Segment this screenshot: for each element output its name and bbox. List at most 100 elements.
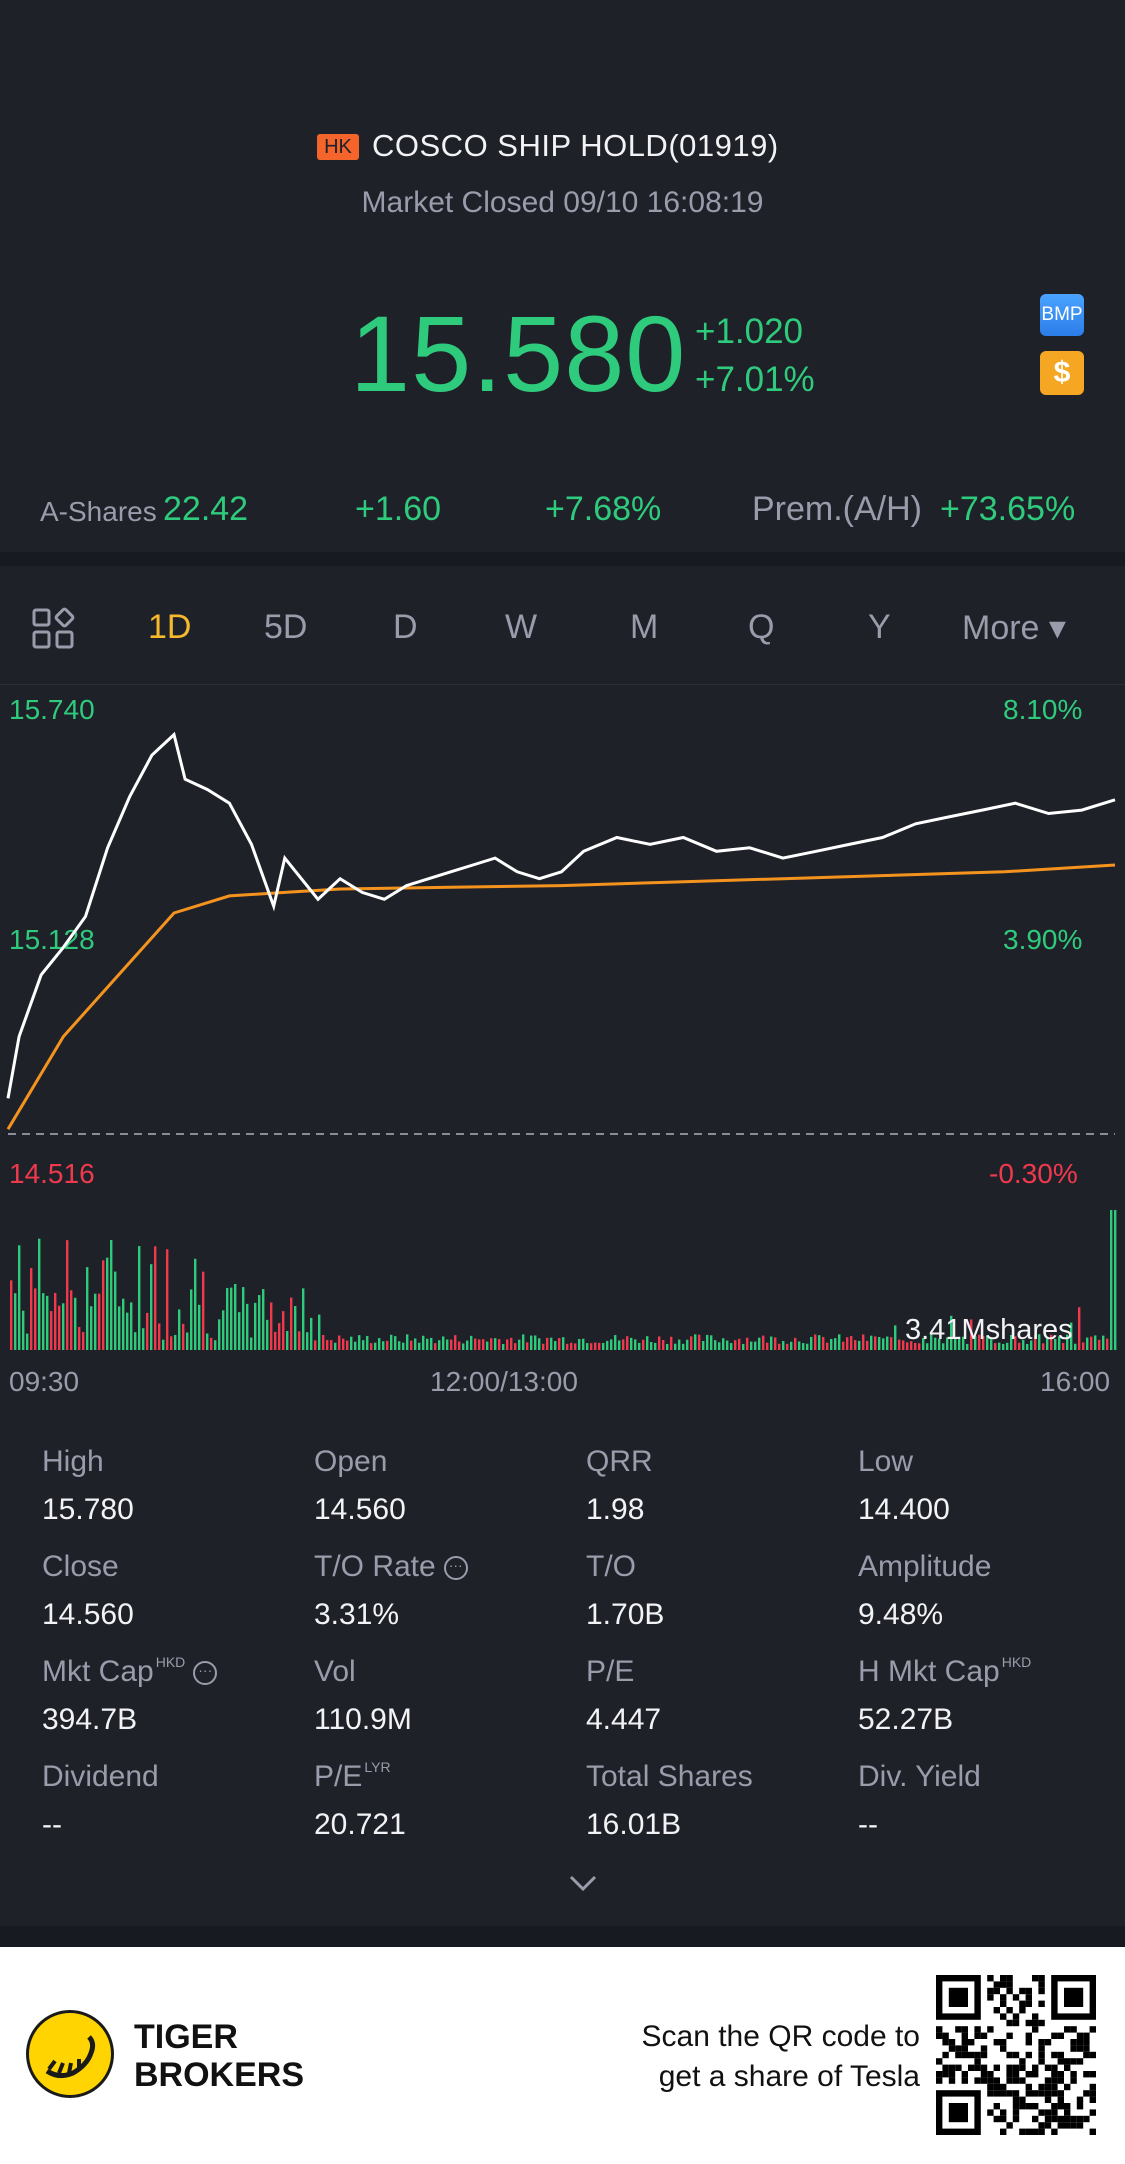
volume-bar bbox=[954, 1338, 957, 1350]
volume-bar bbox=[230, 1287, 233, 1350]
stat-value: 9.48% bbox=[858, 1598, 944, 1631]
volume-bar bbox=[58, 1305, 61, 1350]
tab-m[interactable]: M bbox=[630, 608, 659, 646]
volume-bar bbox=[678, 1339, 681, 1350]
volume-bar bbox=[34, 1288, 37, 1350]
volume-bar bbox=[666, 1343, 669, 1350]
volume-bar bbox=[42, 1293, 45, 1350]
qr-caption: Scan the QR code to get a share of Tesla bbox=[641, 2020, 921, 2093]
volume-bar bbox=[446, 1339, 449, 1350]
volume-bar bbox=[530, 1335, 533, 1350]
volume-bar bbox=[978, 1334, 981, 1350]
volume-bar bbox=[114, 1271, 117, 1350]
volume-bar bbox=[146, 1312, 149, 1350]
volume-bar bbox=[1070, 1322, 1073, 1350]
tab-y[interactable]: Y bbox=[868, 608, 891, 646]
volume-bar bbox=[182, 1323, 185, 1350]
volume-bar bbox=[1018, 1342, 1021, 1350]
volume-bar bbox=[866, 1340, 869, 1350]
volume-bar bbox=[1094, 1335, 1097, 1350]
tab-d[interactable]: D bbox=[393, 608, 418, 646]
volume-bar bbox=[1114, 1210, 1117, 1350]
stat-label-text: T/O bbox=[586, 1550, 636, 1583]
volume-bar bbox=[150, 1264, 153, 1350]
info-icon[interactable]: ··· bbox=[443, 1556, 468, 1581]
qr-code[interactable] bbox=[936, 1975, 1096, 2135]
volume-bar bbox=[706, 1334, 709, 1350]
volume-bar bbox=[526, 1342, 529, 1350]
volume-bar bbox=[306, 1332, 309, 1350]
currency-superscript: HKD bbox=[155, 1654, 186, 1670]
ashares-change-percent: +7.68% bbox=[545, 490, 662, 528]
bmp-icon[interactable]: BMP bbox=[1040, 294, 1084, 336]
volume-bar bbox=[110, 1240, 113, 1350]
volume-bar bbox=[194, 1258, 197, 1350]
volume-bar bbox=[162, 1339, 165, 1350]
volume-bar bbox=[786, 1343, 789, 1350]
volume-bar bbox=[94, 1293, 97, 1350]
stat-label-text: High bbox=[42, 1445, 104, 1478]
volume-bar bbox=[1078, 1307, 1081, 1350]
volume-bar bbox=[206, 1333, 209, 1350]
volume-bar bbox=[606, 1340, 609, 1350]
stat-label-text: P/E bbox=[314, 1760, 363, 1793]
volume-bar bbox=[354, 1341, 357, 1350]
volume-bar bbox=[726, 1340, 729, 1350]
volume-bar bbox=[938, 1338, 941, 1350]
volume-bar bbox=[418, 1342, 421, 1350]
volume-bar bbox=[582, 1338, 585, 1350]
tab-1d[interactable]: 1D bbox=[148, 608, 192, 646]
volume-bar bbox=[266, 1319, 269, 1350]
volume-bar bbox=[358, 1335, 361, 1350]
volume-bar bbox=[822, 1336, 825, 1350]
volume-bar bbox=[486, 1341, 489, 1350]
tab-q[interactable]: Q bbox=[748, 608, 775, 646]
volume-bar bbox=[406, 1334, 409, 1350]
volume-bar bbox=[770, 1336, 773, 1350]
volume-bar bbox=[386, 1340, 389, 1350]
pct-axis-top-label: 8.10% bbox=[1003, 694, 1083, 725]
volume-bar bbox=[350, 1336, 353, 1350]
stat-label: H Mkt Cap HKD bbox=[858, 1654, 1031, 1689]
volume-bar bbox=[590, 1343, 593, 1350]
volume-bar bbox=[66, 1240, 69, 1350]
volume-bar bbox=[442, 1336, 445, 1350]
volume-bar bbox=[74, 1297, 77, 1350]
volume-bar bbox=[798, 1341, 801, 1350]
volume-bar bbox=[494, 1338, 497, 1350]
volume-bar bbox=[282, 1311, 285, 1350]
volume-bar bbox=[174, 1334, 177, 1350]
layout-grid-icon[interactable] bbox=[32, 607, 76, 651]
volume-bar bbox=[10, 1280, 13, 1350]
volume-bar bbox=[918, 1343, 921, 1350]
tab-w[interactable]: W bbox=[505, 608, 538, 646]
x-axis-mid-label: 12:00/13:00 bbox=[430, 1366, 578, 1397]
y-axis-top-label: 15.740 bbox=[9, 694, 95, 725]
intraday-chart[interactable] bbox=[0, 684, 1125, 1364]
volume-bar bbox=[46, 1295, 49, 1350]
volume-bar bbox=[214, 1340, 217, 1350]
dollar-icon[interactable]: $ bbox=[1040, 351, 1084, 395]
chevron-down-icon[interactable] bbox=[568, 1873, 598, 1893]
volume-bar bbox=[410, 1340, 413, 1350]
volume-bar bbox=[1054, 1338, 1057, 1350]
info-icon[interactable]: ··· bbox=[193, 1661, 218, 1686]
volume-bar bbox=[1014, 1336, 1017, 1350]
volume-bar bbox=[874, 1336, 877, 1350]
ashares-price: 22.42 bbox=[163, 490, 249, 528]
volume-bar bbox=[390, 1334, 393, 1350]
footer-divider bbox=[0, 1926, 1125, 1947]
volume-bar bbox=[1110, 1210, 1113, 1350]
volume-bar bbox=[974, 1336, 977, 1350]
stat-label: Dividend bbox=[42, 1760, 159, 1794]
volume-bar bbox=[510, 1337, 513, 1350]
tab-more[interactable]: More ▾ bbox=[962, 609, 1066, 647]
volume-bar bbox=[38, 1238, 41, 1350]
volume-bar bbox=[330, 1340, 333, 1350]
y-axis-bottom-label: 14.516 bbox=[9, 1158, 95, 1189]
volume-bar bbox=[966, 1343, 969, 1350]
volume-bar bbox=[270, 1302, 273, 1350]
volume-bar bbox=[438, 1340, 441, 1350]
tab-5d[interactable]: 5D bbox=[264, 608, 308, 646]
volume-bar bbox=[882, 1338, 885, 1350]
